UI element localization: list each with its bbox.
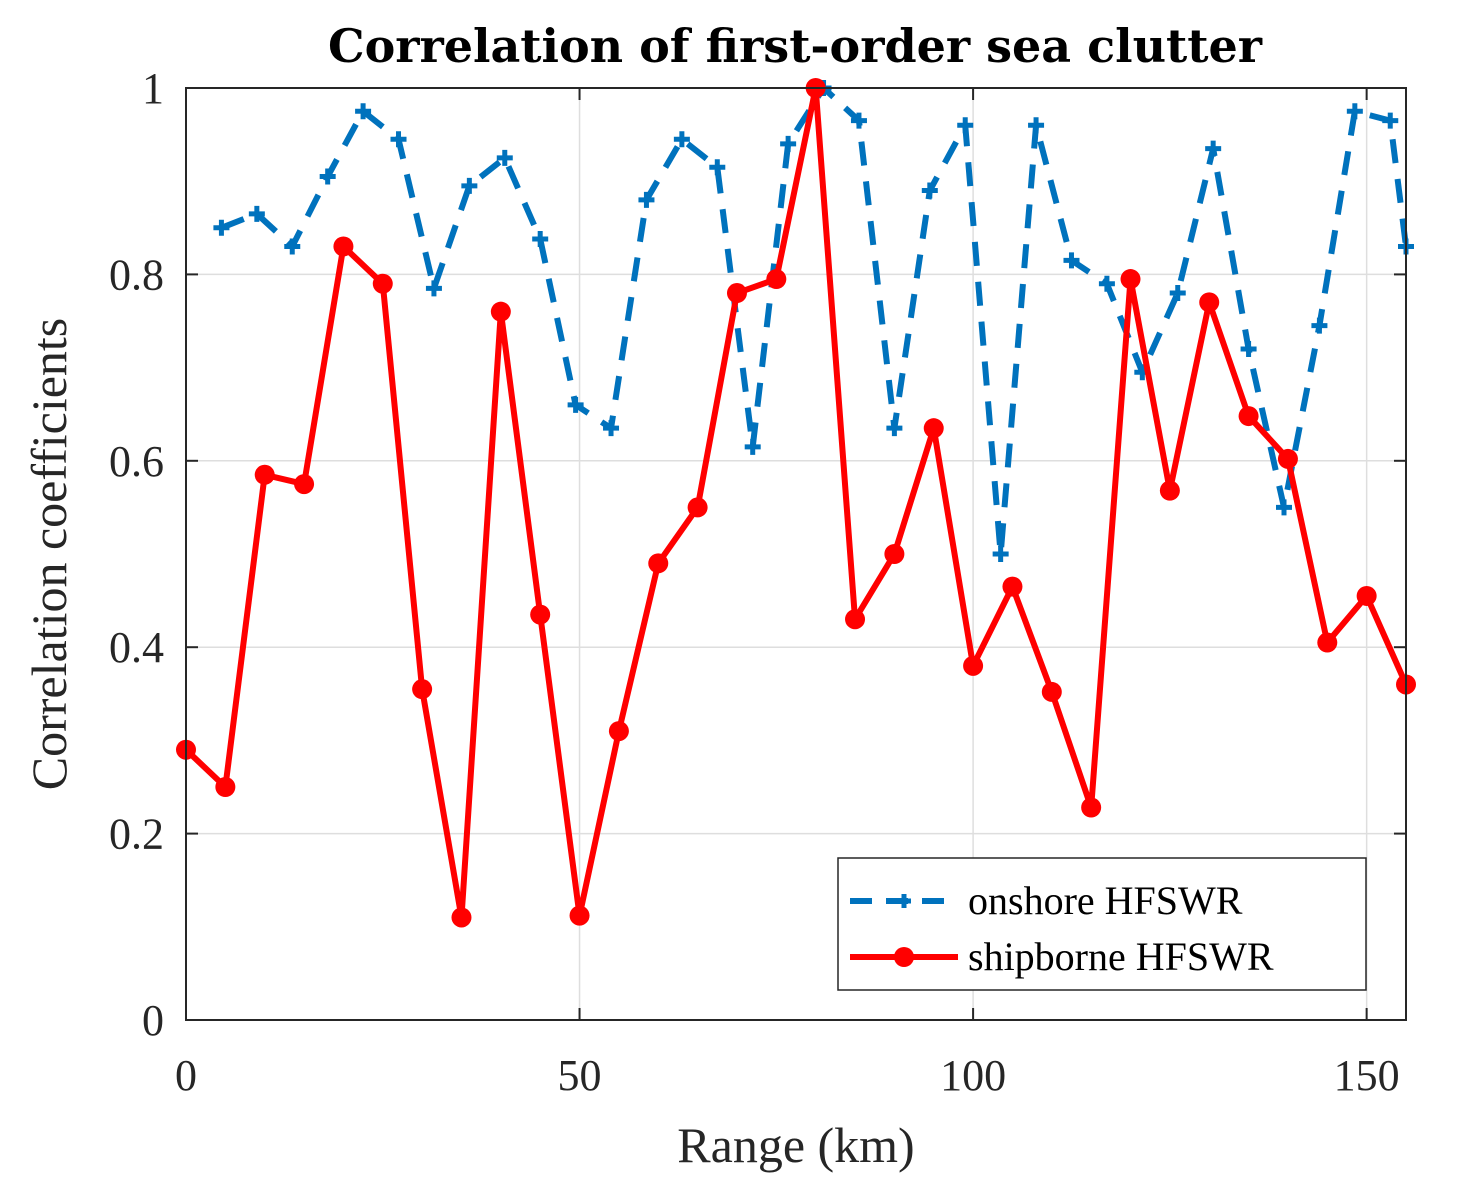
data-point [390, 131, 407, 148]
data-point [673, 131, 690, 148]
data-point [744, 438, 761, 455]
data-point [1081, 797, 1102, 818]
data-point [333, 236, 354, 257]
data-point [709, 159, 726, 176]
data-point [1276, 499, 1292, 516]
data-point [372, 273, 393, 294]
data-point [923, 418, 944, 439]
data-point [638, 191, 655, 208]
legend: onshore HFSWR shipborne HFSWR [837, 857, 1367, 991]
data-point [355, 103, 372, 120]
data-point [1028, 117, 1045, 134]
y-tick-label: 0.6 [109, 437, 164, 486]
data-point [648, 553, 669, 574]
y-tick-label: 0.2 [109, 810, 164, 859]
data-point [461, 177, 478, 194]
data-point [319, 168, 336, 185]
data-point [254, 464, 275, 485]
data-point [1205, 140, 1222, 157]
data-point [248, 205, 265, 222]
data-point [412, 679, 433, 700]
data-point [425, 280, 442, 297]
legend-shipborne-label: shipborne HFSWR [968, 934, 1274, 979]
plot-frame [185, 87, 1407, 1021]
y-tick-label: 0 [142, 996, 164, 1045]
data-point [1317, 632, 1338, 653]
data-point [567, 396, 584, 413]
data-point [1120, 269, 1141, 290]
data-point [1169, 285, 1186, 302]
data-point [569, 905, 590, 926]
x-tick-label: 0 [175, 1051, 197, 1100]
data-point [284, 238, 301, 255]
ticks: 0 50 100 150 0 0.2 0.4 0.6 0.8 1 [109, 64, 1406, 1100]
data-point [780, 135, 797, 152]
data-point [850, 112, 867, 129]
data-point [215, 777, 236, 797]
data-point [451, 907, 472, 928]
data-point [1277, 448, 1298, 469]
series-line-1 [183, 85, 1409, 921]
legend-shipborne-marker [894, 947, 914, 967]
data-point [532, 230, 549, 247]
legend-onshore-marker [897, 894, 911, 908]
data-point [845, 609, 866, 630]
data-point [1002, 576, 1023, 597]
data-point [213, 219, 230, 236]
data-point [1240, 340, 1257, 357]
data-point [1063, 252, 1080, 269]
data-point [608, 721, 629, 742]
data-point [992, 546, 1009, 562]
data-point [886, 420, 903, 437]
data-point [490, 301, 511, 322]
data-point [1199, 292, 1220, 313]
x-tick-label: 150 [1334, 1051, 1400, 1100]
legend-box [837, 857, 1367, 991]
data-point [884, 544, 905, 564]
x-axis-label: Range (km) [677, 1117, 914, 1173]
y-tick-label: 1 [142, 64, 164, 113]
data-point [1346, 103, 1363, 120]
data-point [687, 497, 708, 518]
y-tick-label: 0.4 [109, 623, 164, 672]
legend-onshore-label: onshore HFSWR [968, 878, 1243, 923]
chart-title: Correlation of first-order sea clutter [328, 19, 1263, 73]
data-point [1238, 406, 1259, 427]
x-tick-label: 100 [940, 1051, 1006, 1100]
data-point [496, 149, 513, 166]
y-axis-label: Correlation coefficients [21, 318, 77, 791]
data-point [530, 604, 551, 625]
data-point [294, 474, 315, 495]
data-point [1159, 480, 1180, 501]
data-point [963, 655, 984, 676]
data-point [1098, 275, 1115, 292]
data-point [1356, 585, 1377, 606]
data-point [603, 420, 620, 437]
data-point [1382, 112, 1399, 129]
data-point [766, 269, 787, 290]
data-point [921, 182, 938, 199]
data-point [1041, 681, 1062, 702]
y-tick-label: 0.8 [109, 250, 164, 299]
data-point [1311, 317, 1328, 334]
data-point [726, 283, 747, 304]
data-point [957, 117, 974, 134]
x-tick-label: 50 [558, 1051, 602, 1100]
